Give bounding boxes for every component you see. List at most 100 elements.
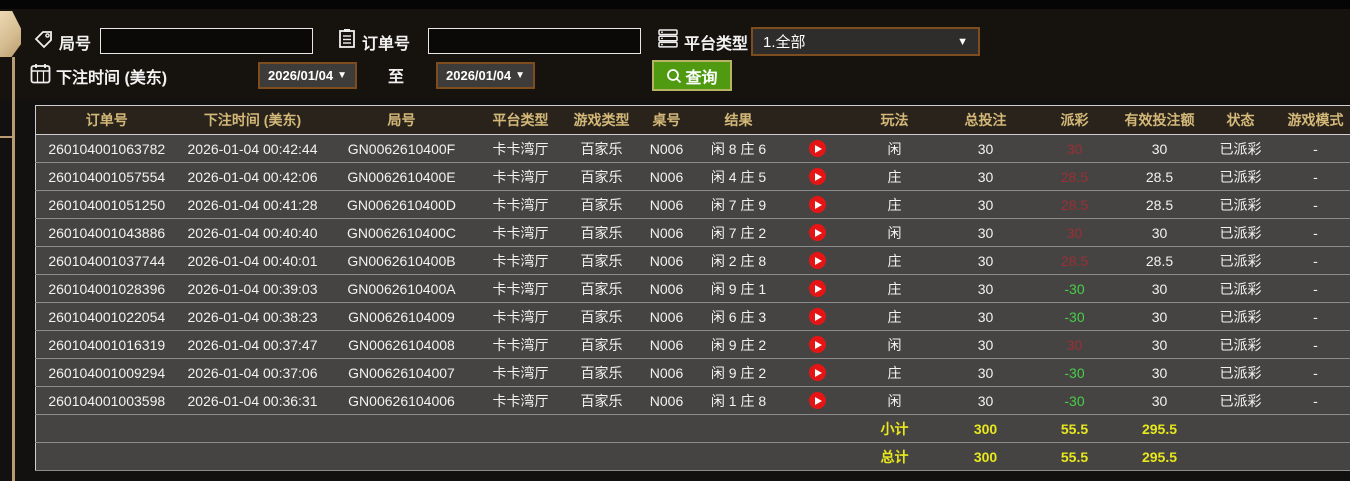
cell-valid-bet: 30 — [1113, 386, 1206, 415]
cell-total-bet: 30 — [935, 358, 1036, 387]
header-platform-type: 平台类型 — [475, 105, 566, 135]
chevron-down-icon: ▼ — [337, 70, 347, 81]
cell-valid-bet: 28.5 — [1113, 246, 1206, 275]
cell-round-no: GN00626104006 — [327, 386, 476, 415]
order-no-input[interactable] — [428, 28, 641, 54]
cell-game-mode: - — [1275, 358, 1350, 387]
cell-valid-bet: 28.5 — [1113, 190, 1206, 219]
table-row: 260104001028396 2026-01-04 00:39:03 GN00… — [35, 274, 1350, 303]
cell-platform: 卡卡湾厅 — [475, 302, 566, 331]
cell-game-mode: - — [1275, 134, 1350, 163]
replay-play-icon[interactable] — [809, 140, 826, 158]
cell-game-type: 百家乐 — [565, 162, 638, 191]
cell-replay — [781, 386, 854, 415]
header-bet-time: 下注时间 (美东) — [177, 105, 328, 135]
bet-time-label: 下注时间 (美东) — [56, 70, 168, 87]
cell-total-bet: 30 — [935, 190, 1036, 219]
table-row: 260104001016319 2026-01-04 00:37:47 GN00… — [35, 330, 1350, 359]
cell-total-bet: 30 — [935, 330, 1036, 359]
cell-bet-time: 2026-01-04 00:42:44 — [177, 134, 328, 163]
cell-payout: 30 — [1035, 218, 1114, 247]
cell-bet-time: 2026-01-04 00:37:47 — [177, 330, 328, 359]
platform-type-selected-value: 1.全部 — [763, 34, 806, 51]
cell-valid-bet: 30 — [1113, 134, 1206, 163]
cell-replay — [781, 190, 854, 219]
platform-type-select[interactable]: 1.全部 ▼ — [751, 27, 980, 56]
cell-bet-side: 闲 — [853, 330, 936, 359]
cell-bet-time: 2026-01-04 00:39:03 — [177, 274, 328, 303]
cell-game-mode: - — [1275, 162, 1350, 191]
cell-replay — [781, 274, 854, 303]
replay-play-icon[interactable] — [809, 252, 826, 270]
cell-bet-side: 庄 — [853, 302, 936, 331]
cell-round-no: GN0062610400C — [327, 218, 476, 247]
cell-round-no: GN00626104008 — [327, 330, 476, 359]
cell-status: 已派彩 — [1205, 330, 1276, 359]
header-game-mode: 游戏模式 — [1275, 105, 1350, 135]
cell-platform: 卡卡湾厅 — [475, 274, 566, 303]
replay-play-icon[interactable] — [809, 224, 826, 242]
cell-table-no: N006 — [637, 358, 696, 387]
cell-game-type: 百家乐 — [565, 246, 638, 275]
replay-play-icon[interactable] — [809, 336, 826, 354]
search-icon — [667, 68, 682, 83]
subtotal-valid-bet: 295.5 — [1113, 414, 1206, 443]
cell-table-no: N006 — [637, 386, 696, 415]
replay-play-icon[interactable] — [809, 392, 826, 410]
date-from-picker[interactable]: 2026/01/04 ▼ — [258, 62, 357, 89]
left-panel-border — [12, 57, 15, 481]
cell-bet-side: 闲 — [853, 134, 936, 163]
cell-result: 闲 8 庄 6 — [695, 134, 782, 163]
cell-round-no: GN0062610400F — [327, 134, 476, 163]
grand-total-label: 总计 — [853, 442, 936, 471]
replay-play-icon[interactable] — [809, 364, 826, 382]
search-button-label: 查询 — [685, 69, 718, 87]
cell-total-bet: 30 — [935, 246, 1036, 275]
replay-play-icon[interactable] — [809, 280, 826, 298]
cell-table-no: N006 — [637, 274, 696, 303]
game-no-input[interactable] — [100, 28, 313, 54]
cell-order-no: 260104001009294 — [35, 358, 178, 387]
cell-table-no: N006 — [637, 162, 696, 191]
tag-icon — [34, 30, 54, 50]
cell-total-bet: 30 — [935, 218, 1036, 247]
cell-platform: 卡卡湾厅 — [475, 134, 566, 163]
cell-game-mode: - — [1275, 246, 1350, 275]
cell-game-type: 百家乐 — [565, 330, 638, 359]
cell-game-type: 百家乐 — [565, 302, 638, 331]
left-beige-tab — [0, 11, 21, 57]
cell-table-no: N006 — [637, 190, 696, 219]
search-button[interactable]: 查询 — [652, 60, 732, 91]
cell-payout: -30 — [1035, 386, 1114, 415]
grand-total-row: 总计 300 55.5 295.5 — [35, 442, 1350, 471]
cell-game-type: 百家乐 — [565, 190, 638, 219]
cell-round-no: GN0062610400A — [327, 274, 476, 303]
cell-total-bet: 30 — [935, 302, 1036, 331]
cell-payout: 30 — [1035, 330, 1114, 359]
subtotal-label: 小计 — [853, 414, 936, 443]
date-to-picker[interactable]: 2026/01/04 ▼ — [436, 62, 535, 89]
cell-valid-bet: 30 — [1113, 274, 1206, 303]
cell-bet-side: 庄 — [853, 358, 936, 387]
cell-bet-side: 闲 — [853, 218, 936, 247]
cell-order-no: 260104001016319 — [35, 330, 178, 359]
header-round-no: 局号 — [327, 105, 476, 135]
table-row: 260104001063782 2026-01-04 00:42:44 GN00… — [35, 134, 1350, 163]
cell-status: 已派彩 — [1205, 134, 1276, 163]
date-to-label: 至 — [388, 69, 405, 86]
results-table-wrap: 订单号 下注时间 (美东) 局号 平台类型 游戏类型 桌号 结果 玩法 总投注 … — [35, 105, 1350, 471]
cell-platform: 卡卡湾厅 — [475, 190, 566, 219]
replay-play-icon[interactable] — [809, 308, 826, 326]
replay-play-icon[interactable] — [809, 196, 826, 214]
cell-platform: 卡卡湾厅 — [475, 358, 566, 387]
cell-replay — [781, 218, 854, 247]
cell-result: 闲 7 庄 9 — [695, 190, 782, 219]
cell-game-mode: - — [1275, 302, 1350, 331]
replay-play-icon[interactable] — [809, 168, 826, 186]
cell-total-bet: 30 — [935, 274, 1036, 303]
clipboard-icon — [338, 28, 356, 49]
cell-bet-side: 闲 — [853, 386, 936, 415]
cell-table-no: N006 — [637, 302, 696, 331]
header-result: 结果 — [695, 105, 782, 135]
cell-table-no: N006 — [637, 134, 696, 163]
